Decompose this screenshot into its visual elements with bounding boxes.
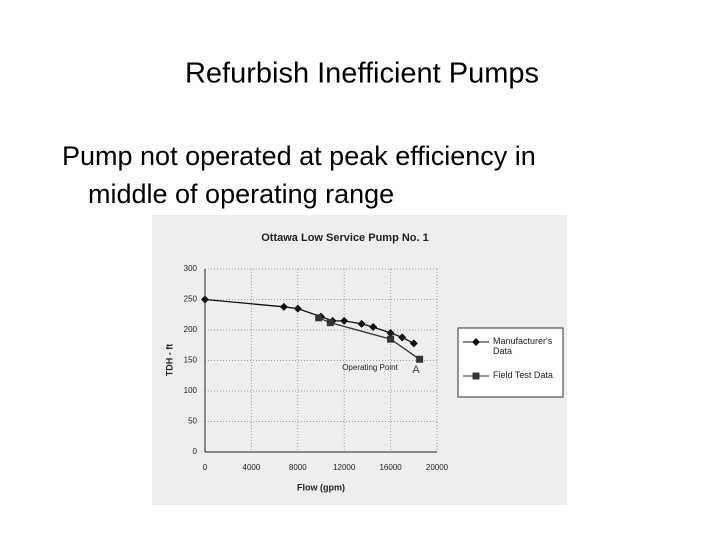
x-tick-label: 12000 (333, 463, 356, 472)
data-point (369, 322, 378, 331)
y-tick-label: 100 (184, 386, 198, 395)
y-tick-label: 0 (193, 447, 198, 456)
data-point (416, 355, 424, 363)
legend-marker (472, 372, 480, 380)
legend-label: Field Test Data (493, 370, 553, 380)
y-tick-label: 150 (184, 356, 198, 365)
data-point (386, 329, 395, 338)
bullet: Pump not operated at peak efficiency in (62, 141, 536, 171)
data-point (409, 339, 418, 348)
y-tick-label: 50 (188, 417, 197, 426)
legend-label: Manufacturer's Data (493, 336, 553, 356)
data-point (340, 316, 349, 325)
x-tick-label: 20000 (426, 463, 449, 472)
annotation: Operating Point (342, 363, 398, 372)
legend-marker (472, 338, 480, 346)
data-point (387, 335, 395, 343)
x-tick-label: 0 (203, 463, 208, 472)
data-point (326, 319, 334, 327)
plot: 0 50 100 150 200 250 300 0 4000 8000 12000 16000 200… (184, 264, 489, 472)
y-tick-label: 300 (184, 264, 198, 273)
x-tick-label: 4000 (243, 463, 261, 472)
series-line (318, 317, 420, 360)
slide-title: Refurbish Inefficient Pumps (185, 58, 539, 90)
data-point (201, 295, 209, 304)
annotation: A (412, 364, 420, 376)
x-tick-label: 8000 (289, 463, 307, 472)
data-point (279, 302, 288, 311)
x-axis-label: Flow (gpm) (297, 482, 345, 492)
data-point (293, 304, 302, 313)
y-tick-label: 200 (184, 325, 198, 334)
bullet: middle of operating range (88, 179, 394, 209)
x-tick-label: 16000 (379, 463, 402, 472)
y-tick-label: 250 (184, 295, 198, 304)
data-point (398, 333, 407, 342)
data-point (357, 319, 366, 328)
y-axis-label: TDH - ft (164, 344, 174, 377)
chart-title: Ottawa Low Service Pump No. 1 (261, 232, 429, 244)
data-point (315, 314, 323, 322)
